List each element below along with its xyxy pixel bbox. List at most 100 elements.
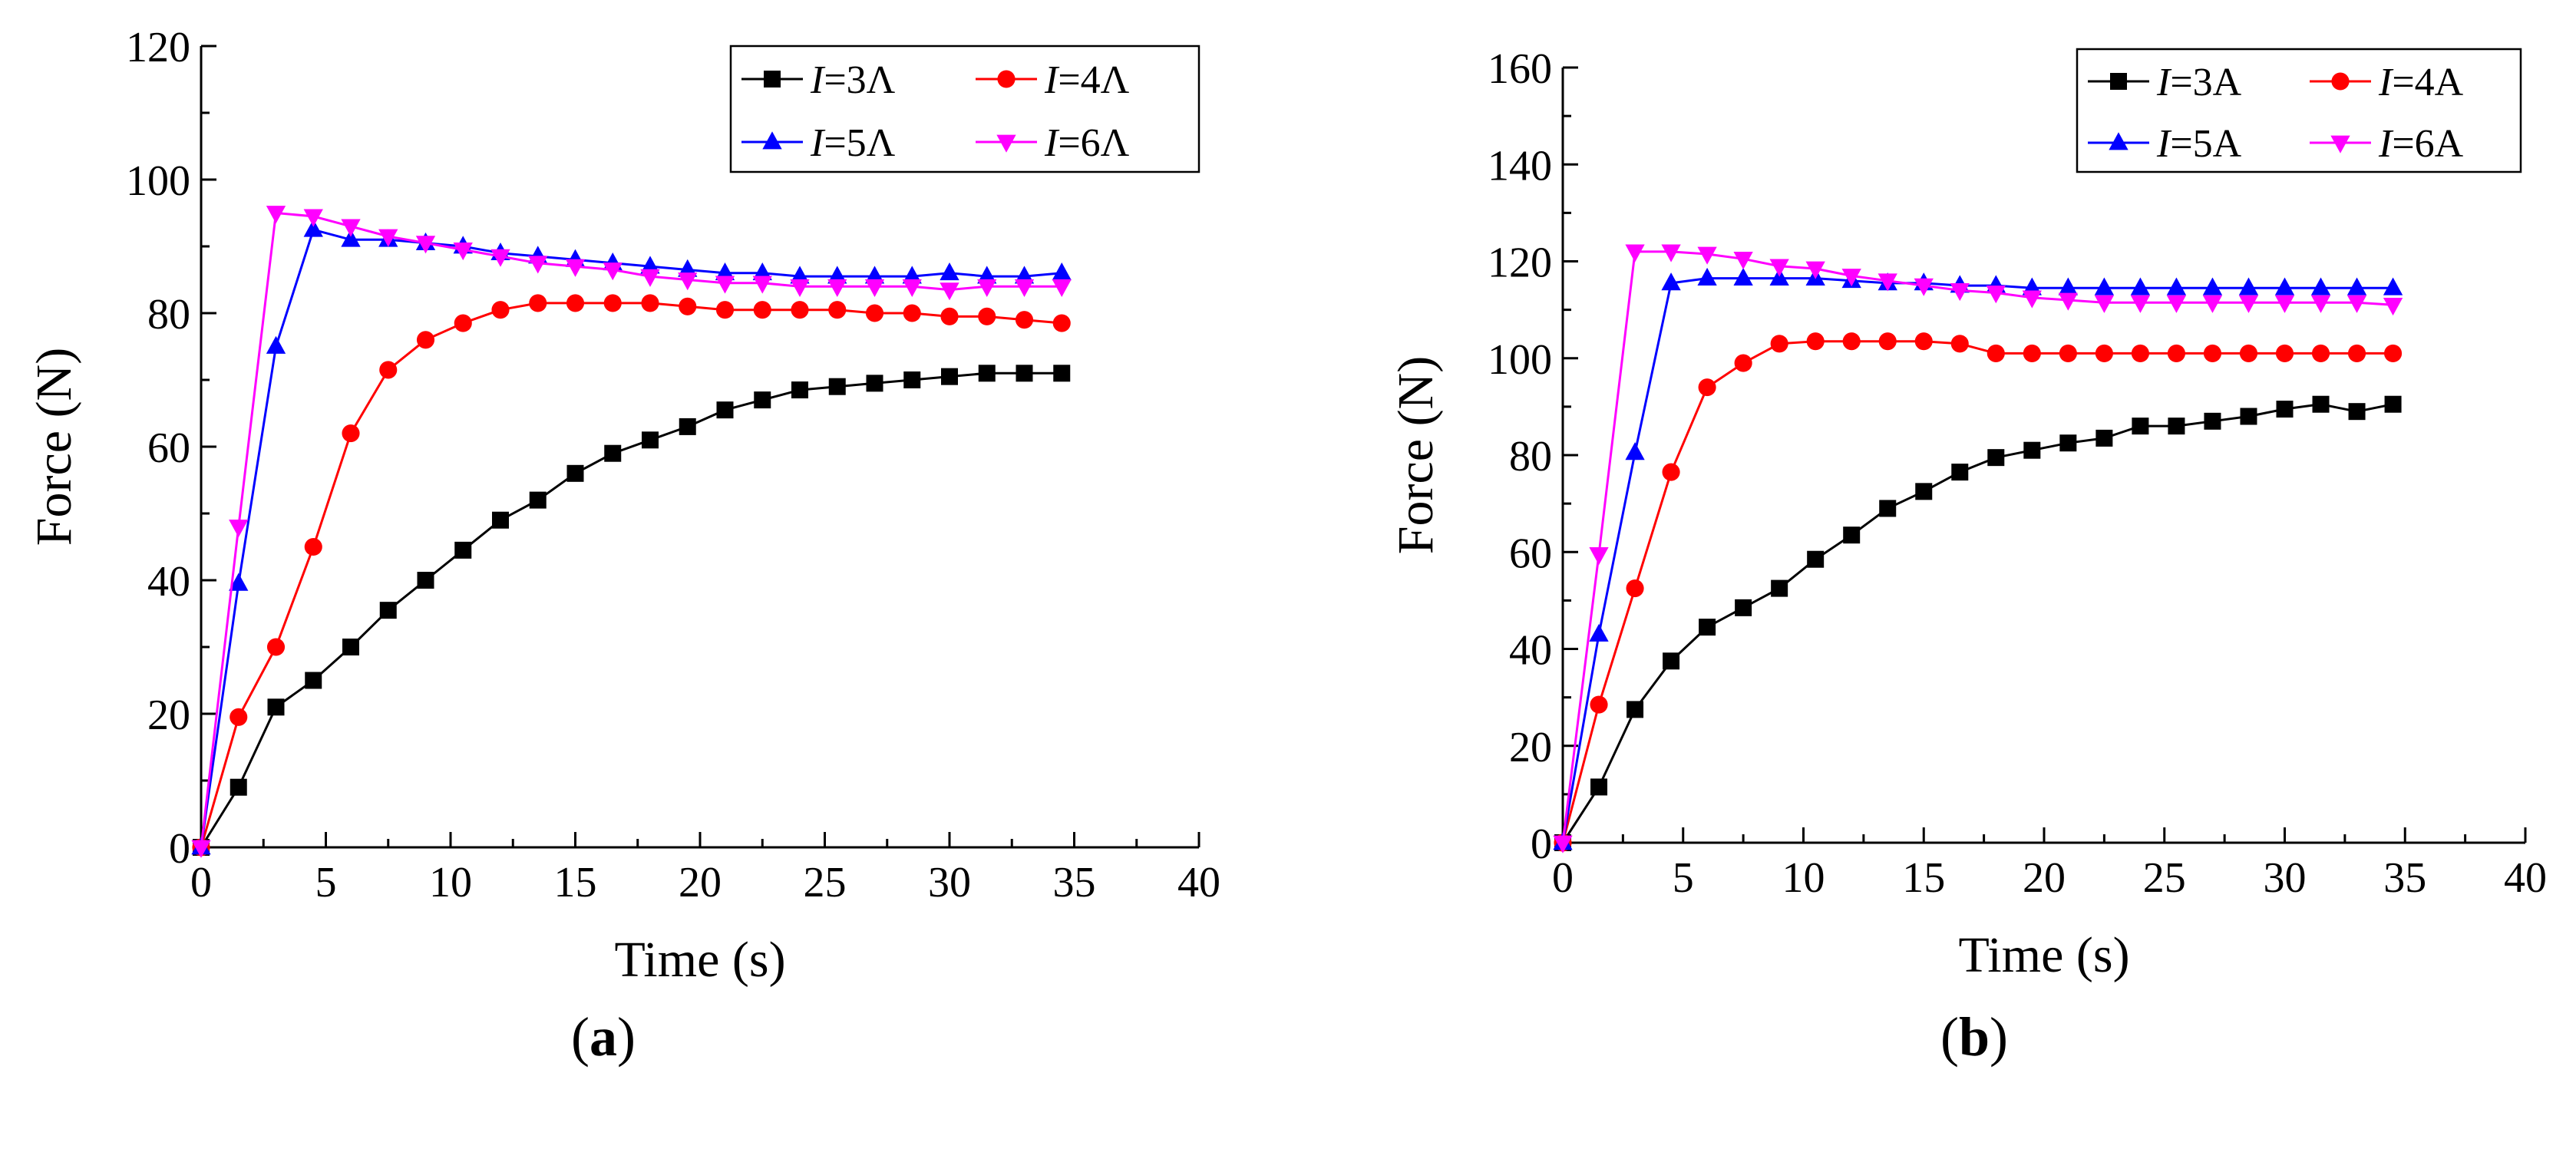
- legend-label: I=5A: [2156, 122, 2242, 166]
- data-point: [603, 294, 622, 312]
- data-point: [1662, 463, 1680, 481]
- data-point: [2130, 295, 2151, 313]
- legend-marker: [764, 71, 781, 87]
- data-point: [491, 301, 510, 319]
- data-point: [303, 219, 323, 237]
- data-point: [2346, 277, 2367, 295]
- data-point: [566, 294, 585, 312]
- data-point: [2168, 418, 2185, 435]
- data-point: [529, 491, 547, 509]
- data-point: [454, 314, 472, 332]
- data-point: [1053, 365, 1071, 382]
- data-point: [1052, 279, 1072, 297]
- data-point: [490, 249, 510, 267]
- data-point: [379, 602, 397, 619]
- data-point: [716, 401, 734, 419]
- series-2: [192, 294, 1071, 857]
- data-point: [678, 259, 698, 277]
- x-tick-label: 15: [554, 859, 597, 906]
- data-point: [604, 444, 622, 462]
- data-point: [902, 266, 922, 284]
- data-point: [1950, 283, 1970, 302]
- panel-caption-b: (b): [1940, 1005, 2008, 1069]
- legend-marker: [2330, 135, 2350, 154]
- x-tick-label: 15: [1902, 854, 1945, 902]
- data-point: [2384, 395, 2402, 413]
- data-point: [1771, 579, 1788, 597]
- caption-letter-a: a: [589, 1006, 617, 1068]
- data-point: [1878, 332, 1897, 351]
- series-line: [200, 371, 1062, 848]
- legend-marker: [996, 134, 1016, 153]
- series-line: [200, 302, 1062, 848]
- data-point: [678, 272, 698, 291]
- data-point: [2310, 295, 2331, 313]
- data-point: [1699, 619, 1716, 636]
- series-2: [1554, 332, 2403, 852]
- data-point: [2238, 295, 2259, 313]
- legend-marker: [2110, 73, 2127, 90]
- data-point: [415, 236, 436, 254]
- series-3: [1553, 267, 2403, 850]
- data-point: [229, 520, 249, 538]
- data-point: [1052, 262, 1072, 281]
- data-point: [865, 304, 884, 322]
- data-point: [754, 391, 771, 409]
- data-point: [341, 219, 361, 237]
- data-point: [417, 572, 434, 589]
- data-point: [2383, 277, 2403, 295]
- data-point: [2059, 344, 2077, 362]
- legend-marker: [997, 70, 1016, 88]
- legend-box: [729, 45, 1200, 173]
- force-time-chart-b: 0 5 10 15 20 25 30 35 40 0 20 40 60 80 100 120 140 160 Tim…: [1388, 45, 2547, 983]
- data-point: [379, 361, 398, 379]
- data-point: [565, 259, 586, 277]
- data-point: [752, 262, 772, 281]
- data-point: [752, 276, 772, 294]
- data-point: [1733, 267, 1753, 286]
- data-point: [1590, 695, 1608, 714]
- caption-close-paren: ): [1990, 1006, 2009, 1068]
- data-point: [2202, 277, 2223, 295]
- data-point: [903, 304, 921, 322]
- caption-close-paren: ): [616, 1006, 636, 1068]
- data-point: [2166, 295, 2187, 313]
- x-tick-label: 30: [928, 859, 971, 906]
- data-point: [1626, 579, 1644, 598]
- data-point: [2239, 344, 2258, 362]
- data-point: [416, 331, 435, 349]
- data-point: [1014, 266, 1035, 284]
- y-tick-label: 160: [1488, 45, 1552, 93]
- x-tick-label: 40: [1177, 859, 1220, 906]
- series-line: [200, 228, 1062, 848]
- data-point: [1770, 335, 1788, 353]
- data-point: [1052, 314, 1071, 332]
- data-point: [342, 424, 360, 443]
- series-line: [1561, 403, 2393, 843]
- legend-marker: [762, 131, 782, 150]
- x-axis-label: Time (s): [614, 932, 785, 988]
- data-point: [679, 418, 696, 435]
- data-point: [266, 638, 286, 656]
- data-point: [828, 378, 846, 395]
- y-tick-label: 40: [1509, 627, 1552, 675]
- axes: 0 5 10 15 20 25 30 35 40 0 20 40 60 80 100 120 Time (s) F…: [26, 24, 1220, 988]
- legend-marker: [2109, 132, 2129, 150]
- data-point: [266, 206, 286, 224]
- data-point: [641, 294, 659, 312]
- legend-label: I=6Λ: [1044, 121, 1130, 165]
- legend-item-3: I=5Λ: [741, 121, 896, 165]
- data-point: [1625, 442, 1645, 461]
- data-point: [2166, 277, 2187, 295]
- x-axis-label: Time (s): [1958, 927, 2129, 983]
- y-tick-label: 40: [147, 558, 190, 606]
- chart-panel-a: 0 5 10 15 20 25 30 35 40 0 20 40 60 80 100 120 Time (s) F…: [26, 24, 1220, 1068]
- legend: I=3A I=4A I=5A I=6A: [2076, 48, 2522, 173]
- x-tick-label: 25: [2143, 854, 2186, 902]
- data-point: [1986, 286, 2006, 304]
- data-point: [753, 301, 771, 319]
- y-axis-label: Force (N): [26, 348, 82, 546]
- data-point: [2023, 344, 2041, 362]
- data-point: [715, 262, 735, 281]
- data-point: [827, 266, 847, 284]
